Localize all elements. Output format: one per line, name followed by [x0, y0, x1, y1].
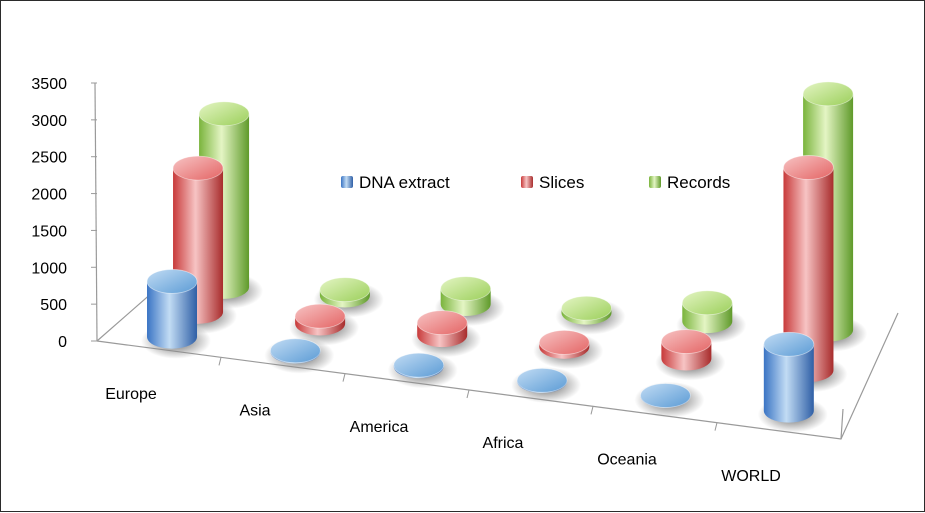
- bar-top: [416, 310, 468, 336]
- bar-top: [640, 383, 691, 408]
- y-axis-line: [94, 82, 98, 342]
- legend-label: Slices: [539, 173, 584, 192]
- bar-top: [516, 367, 568, 393]
- bar-slices-asia: [289, 303, 360, 346]
- x-tick-label: Oceania: [597, 452, 657, 469]
- bar-top: [269, 338, 321, 364]
- bar-top: [561, 295, 612, 321]
- x-tick-mark: [466, 389, 470, 399]
- legend-item: DNA extract: [341, 173, 450, 192]
- y-tick-label: 3000: [31, 113, 67, 130]
- bar-slices-america: [411, 310, 482, 358]
- legend-label: DNA extract: [359, 173, 450, 192]
- legend-label: Records: [667, 173, 730, 192]
- x-tick-label: Africa: [483, 435, 524, 452]
- bar-top: [802, 81, 854, 107]
- cylinder-bars: [141, 81, 868, 433]
- bar-dna-extract-asia: [264, 337, 335, 374]
- bar-top: [440, 276, 492, 301]
- bar-top: [319, 277, 371, 303]
- bar-top: [198, 101, 250, 127]
- bar-dna-extract-oceania: [634, 381, 705, 418]
- y-tick-label: 0: [58, 334, 67, 351]
- bar-top: [783, 155, 834, 180]
- bar-top: [172, 155, 224, 181]
- x-tick-label: WORLD: [721, 468, 781, 485]
- y-tick-label: 1000: [31, 260, 67, 277]
- y-tick-label: 2000: [31, 187, 67, 204]
- bar-dna-extract-africa: [511, 367, 582, 404]
- bar-slices-oceania: [655, 329, 726, 381]
- bar-slices-africa: [533, 330, 604, 369]
- y-tick-label: 1500: [31, 223, 67, 240]
- legend-swatch: [649, 176, 661, 188]
- x-tick-label: Europe: [105, 386, 157, 403]
- x-tick-mark: [342, 373, 346, 382]
- y-tick-label: 2500: [31, 150, 67, 167]
- category-labels: Europe Asia America Africa Oceania WORLD: [105, 386, 781, 485]
- y-tick-label: 3500: [31, 76, 67, 93]
- legend-swatch: [521, 176, 533, 188]
- bar-top: [660, 329, 712, 354]
- x-tick-mark: [590, 406, 594, 415]
- bar-dna-extract-europe: [141, 269, 212, 359]
- legend-swatch: [341, 176, 353, 188]
- bar-body: [783, 167, 834, 383]
- bar-body: [763, 344, 814, 423]
- legend-item: Records: [649, 173, 730, 192]
- bar-top: [393, 352, 445, 378]
- right-axis-line: [840, 408, 844, 440]
- legend: DNA extract Slices Records: [341, 173, 730, 192]
- bar-dna-extract-world: [757, 331, 828, 433]
- x-tick-mark: [714, 422, 718, 431]
- legend-item: Slices: [521, 173, 584, 192]
- y-axis-ticks: 0 500 1000 1500 2000 2500 3000 3500: [31, 76, 97, 351]
- bar-top: [538, 330, 590, 355]
- bar-top: [681, 290, 733, 316]
- bar-body: [147, 281, 198, 349]
- bar-top: [146, 269, 198, 294]
- x-tick-label: America: [350, 419, 409, 436]
- bar-records-africa: [555, 295, 626, 335]
- y-tick-label: 500: [40, 297, 67, 314]
- bar-dna-extract-america: [387, 352, 458, 389]
- bar-top: [294, 303, 346, 329]
- x-tick-label: Asia: [239, 403, 270, 420]
- x-tick-mark: [218, 357, 222, 366]
- bar-top: [763, 331, 815, 357]
